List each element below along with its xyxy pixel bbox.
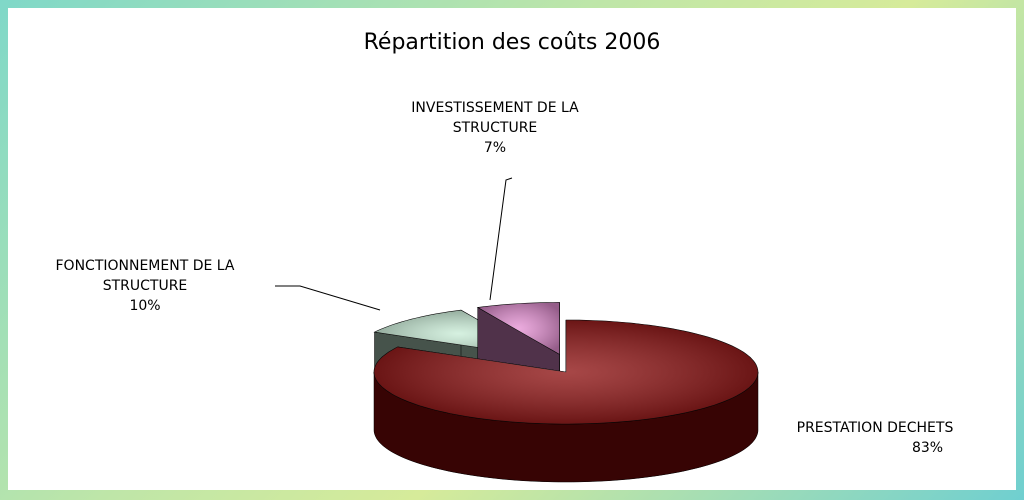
leader-line (489, 177, 513, 301)
value-label: 7% (483, 140, 507, 156)
data-label: FONCTIONNEMENT DE LA STRUCTURE 10% (25, 256, 265, 316)
value-label: 83% (911, 440, 944, 456)
category-label: FONCTIONNEMENT DE LA STRUCTURE (55, 258, 235, 294)
leader-line (275, 285, 381, 311)
category-label: INVESTISSEMENT DE LA STRUCTURE (411, 100, 579, 136)
chart-title: Répartition des coûts 2006 (363, 30, 661, 55)
slice-shade (374, 320, 758, 424)
category-label: PRESTATION DECHETS (796, 420, 954, 436)
data-label: PRESTATION DECHETS 83% (720, 418, 1024, 458)
slice-shade (477, 302, 560, 355)
data-label: INVESTISSEMENT DE LA STRUCTURE 7% (370, 98, 620, 158)
value-label: 10% (129, 298, 161, 314)
pie-slice-group (373, 319, 759, 483)
